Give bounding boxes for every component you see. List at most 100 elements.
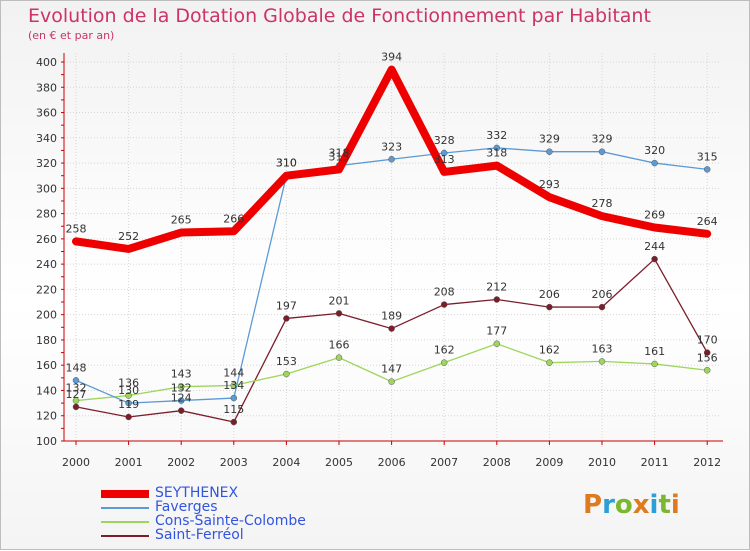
logo-letter: t [658, 490, 671, 520]
x-tick-label: 2009 [535, 456, 563, 469]
y-tick-label: 300 [36, 182, 57, 195]
data-label-2: 166 [329, 339, 350, 352]
data-label-2: 162 [539, 344, 560, 357]
data-label-0: 269 [644, 208, 665, 221]
data-point-1 [125, 399, 132, 407]
data-point-1 [230, 394, 238, 402]
data-label-0: 266 [223, 212, 244, 225]
logo-letter: r [602, 490, 615, 520]
x-tick-label: 2010 [588, 456, 616, 469]
x-tick-label: 2007 [430, 456, 458, 469]
data-point-3 [388, 325, 395, 332]
legend-item-3[interactable]: Saint-Ferréol [101, 527, 361, 543]
data-point-2 [335, 354, 343, 361]
data-point-1 [440, 149, 448, 157]
data-point-3 [72, 403, 80, 411]
data-point-3 [177, 407, 185, 414]
data-label-3: 244 [644, 240, 665, 253]
data-point-3 [651, 255, 658, 263]
data-label-3: 197 [276, 299, 297, 312]
data-point-3 [335, 310, 343, 317]
data-label-2: 144 [223, 366, 244, 379]
proxiti-logo: Proxiti [583, 490, 680, 520]
data-label-1: 323 [381, 140, 402, 153]
series-line-0 [72, 65, 712, 253]
y-tick-label: 400 [36, 56, 57, 69]
data-point-3 [703, 349, 711, 356]
data-point-2 [598, 358, 606, 365]
y-tick-label: 120 [36, 410, 57, 423]
x-tick-label: 2012 [693, 456, 721, 469]
data-point-1 [651, 159, 658, 167]
series-lines [72, 65, 712, 426]
data-label-2: 136 [118, 377, 139, 390]
data-label-3: 119 [118, 398, 139, 411]
data-label-0: 293 [539, 178, 560, 191]
legend-swatch-2 [101, 521, 149, 523]
data-point-2 [283, 370, 290, 378]
x-tick-label: 2000 [62, 456, 90, 469]
y-tick-label: 260 [36, 233, 57, 246]
data-label-2: 161 [644, 345, 665, 358]
data-label-1: 318 [329, 147, 350, 160]
data-label-0: 394 [381, 51, 402, 64]
data-point-1 [598, 148, 606, 155]
data-point-3 [493, 296, 501, 303]
data-label-2: 153 [276, 355, 297, 368]
data-label-1: 328 [434, 134, 455, 147]
y-tick-label: 200 [36, 309, 57, 322]
data-point-1 [703, 166, 711, 173]
data-label-0: 265 [171, 214, 192, 227]
y-tick-label: 360 [36, 107, 57, 120]
data-point-2 [388, 378, 395, 385]
y-tick-label: 220 [36, 283, 57, 296]
legend-label-1: Faverges [155, 499, 218, 515]
data-point-2 [546, 359, 553, 366]
data-label-1: 134 [223, 379, 244, 392]
data-label-0: 252 [118, 230, 139, 243]
data-label-2: 143 [171, 368, 192, 381]
logo-letter: o [614, 490, 633, 520]
legend-item-2[interactable]: Cons-Sainte-Colombe [101, 513, 361, 529]
data-label-2: 163 [592, 342, 613, 355]
data-label-2: 156 [697, 351, 718, 364]
data-point-1 [177, 397, 185, 404]
data-point-3 [283, 315, 290, 322]
chart-subtitle: (en € et par an) [28, 29, 115, 42]
data-label-3: 127 [66, 388, 87, 401]
x-tick-label: 2006 [378, 456, 406, 469]
y-tick-label: 280 [36, 208, 57, 221]
logo-letter: x [632, 490, 650, 520]
data-label-1: 130 [118, 384, 139, 397]
x-tick-label: 2011 [641, 456, 669, 469]
data-label-0: 315 [329, 150, 350, 163]
logo-letter: P [583, 490, 603, 520]
data-point-3 [598, 303, 606, 311]
data-label-0: 310 [276, 157, 297, 170]
data-labels: 127 119 124 115 197 201 189 208 212 206 206 244 170 1… [66, 51, 718, 416]
data-point-2 [72, 397, 80, 404]
data-point-3 [546, 303, 553, 311]
x-tick-label: 2004 [272, 456, 300, 469]
legend: SEYTHENEX Faverges Cons-Sainte-Colombe S… [101, 485, 361, 543]
x-tick-label: 2003 [220, 456, 248, 469]
legend-label-3: Saint-Ferréol [155, 527, 244, 543]
legend-item-1[interactable]: Faverges [101, 499, 361, 515]
y-tick-label: 180 [36, 334, 57, 347]
data-point-3 [440, 301, 448, 308]
data-label-2: 162 [434, 344, 455, 357]
legend-swatch-0 [101, 490, 149, 498]
data-label-2: 147 [381, 363, 402, 376]
x-tick-label: 2002 [167, 456, 195, 469]
legend-item-0[interactable]: SEYTHENEX [101, 485, 361, 501]
logo-letter: i [649, 490, 659, 520]
data-label-3: 206 [592, 288, 613, 301]
data-point-1 [546, 148, 553, 155]
data-label-1: 332 [486, 129, 507, 142]
data-label-1: 310 [276, 157, 297, 170]
legend-label-0: SEYTHENEX [155, 485, 239, 501]
data-label-2: 177 [486, 325, 507, 338]
legend-label-2: Cons-Sainte-Colombe [155, 513, 306, 529]
